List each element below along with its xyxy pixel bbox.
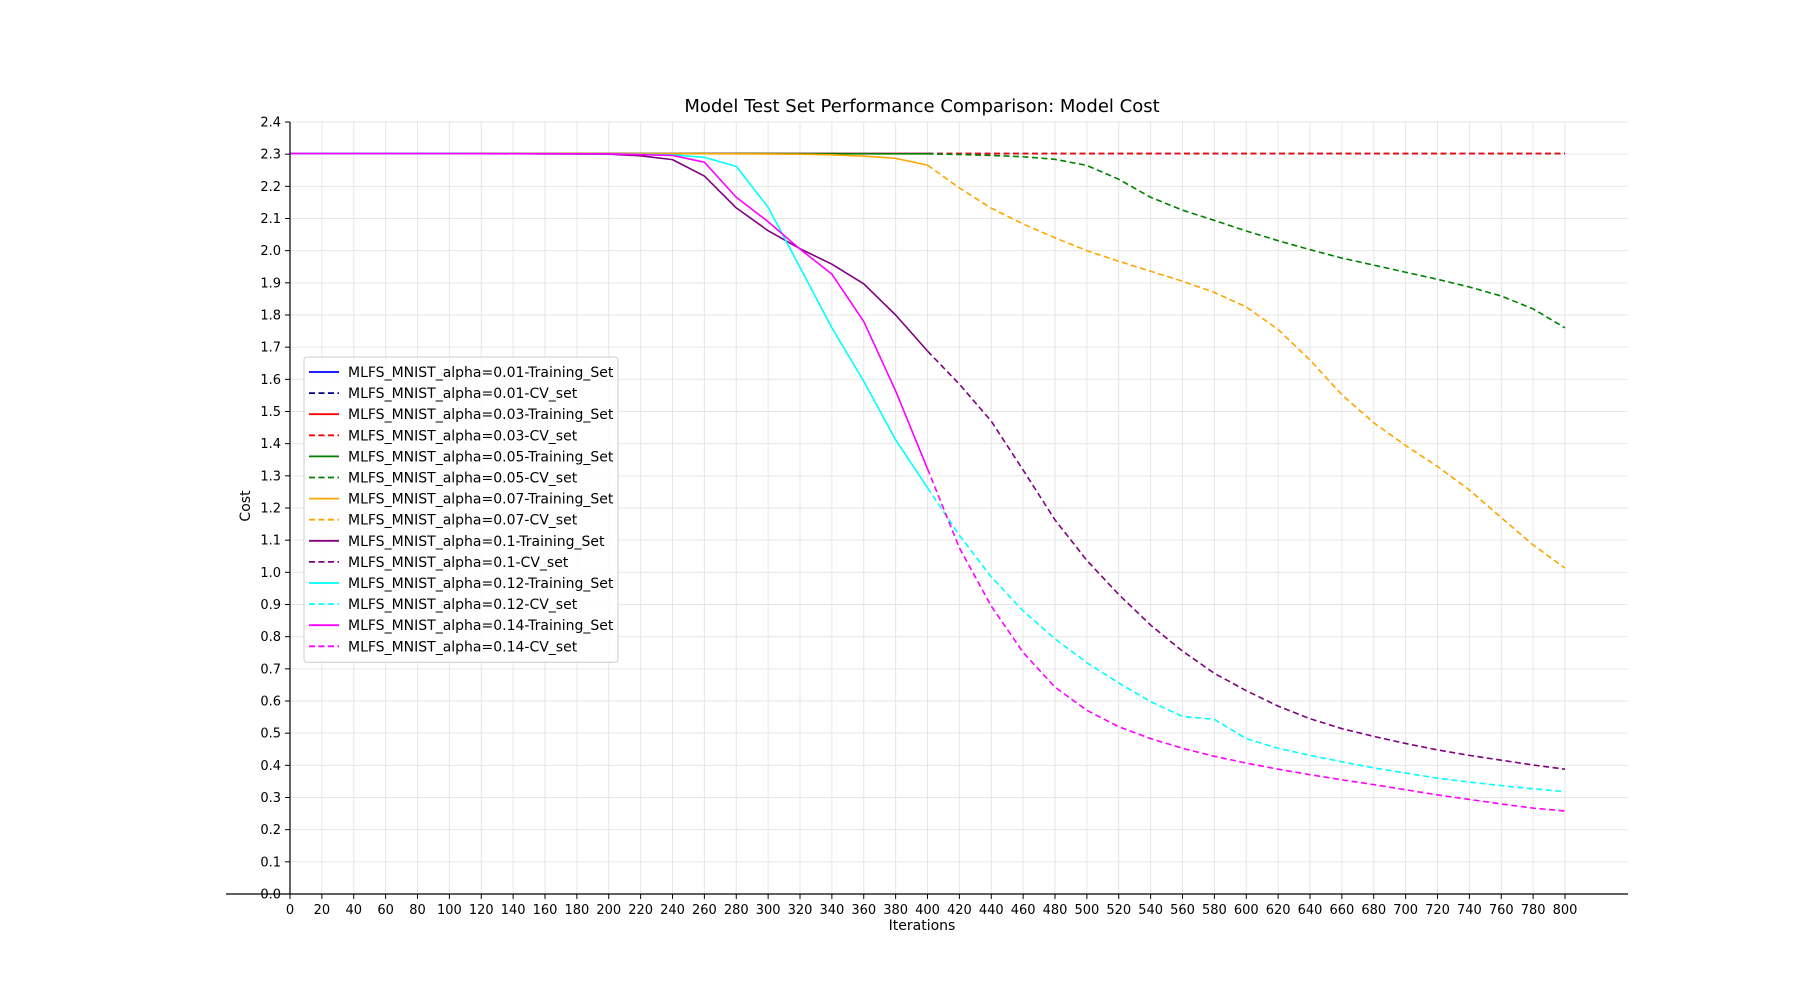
x-tick-label: 360 (851, 903, 876, 918)
x-tick-label: 680 (1361, 903, 1386, 918)
x-tick-label: 200 (596, 903, 621, 918)
x-tick-label: 380 (883, 903, 908, 918)
x-tick-label: 580 (1202, 903, 1227, 918)
x-tick-label: 120 (469, 903, 494, 918)
y-tick-label: 0.8 (260, 630, 281, 645)
y-tick-label: 1.4 (260, 437, 281, 452)
y-tick-label: 0.9 (260, 598, 281, 613)
x-tick-label: 80 (409, 903, 426, 918)
y-tick-label: 0.2 (260, 823, 281, 838)
y-tick-label: 2.2 (260, 180, 281, 195)
x-tick-label: 620 (1266, 903, 1291, 918)
y-tick-label: 1.1 (260, 534, 281, 549)
x-tick-label: 40 (345, 903, 362, 918)
y-tick-label: 1.3 (260, 469, 281, 484)
legend-label: MLFS_MNIST_alpha=0.12-Training_Set (348, 576, 614, 592)
x-tick-label: 800 (1553, 903, 1578, 918)
x-tick-label: 420 (947, 903, 972, 918)
y-tick-label: 2.1 (260, 212, 281, 227)
y-tick-label: 0.4 (260, 759, 281, 774)
x-tick-label: 320 (788, 903, 813, 918)
legend-label: MLFS_MNIST_alpha=0.03-Training_Set (348, 407, 614, 423)
y-tick-label: 0.3 (260, 791, 281, 806)
x-tick-label: 700 (1393, 903, 1418, 918)
legend-label: MLFS_MNIST_alpha=0.07-CV_set (348, 513, 578, 529)
x-tick-label: 780 (1521, 903, 1546, 918)
y-tick-label: 0.0 (260, 888, 281, 903)
legend-label: MLFS_MNIST_alpha=0.14-Training_Set (348, 618, 614, 634)
x-tick-label: 0 (286, 903, 294, 918)
y-tick-label: 0.6 (260, 695, 281, 710)
x-tick-label: 560 (1170, 903, 1195, 918)
legend-label: MLFS_MNIST_alpha=0.03-CV_set (348, 428, 578, 444)
x-tick-label: 400 (915, 903, 940, 918)
legend-label: MLFS_MNIST_alpha=0.12-CV_set (348, 597, 578, 613)
x-tick-label: 740 (1457, 903, 1482, 918)
x-tick-label: 600 (1234, 903, 1259, 918)
legend-label: MLFS_MNIST_alpha=0.05-Training_Set (348, 449, 614, 465)
legend-label: MLFS_MNIST_alpha=0.14-CV_set (348, 639, 578, 655)
x-tick-label: 720 (1425, 903, 1450, 918)
y-tick-label: 2.0 (260, 244, 281, 259)
y-tick-label: 1.7 (260, 341, 281, 356)
legend-label: MLFS_MNIST_alpha=0.07-Training_Set (348, 492, 614, 508)
x-tick-label: 660 (1329, 903, 1354, 918)
legend-label: MLFS_MNIST_alpha=0.01-CV_set (348, 386, 578, 402)
series-line-14 (926, 468, 1566, 812)
y-tick-label: 0.5 (260, 727, 281, 742)
legend-label: MLFS_MNIST_alpha=0.1-CV_set (348, 555, 569, 571)
x-tick-label: 760 (1489, 903, 1514, 918)
legend-label: MLFS_MNIST_alpha=0.05-CV_set (348, 471, 578, 487)
x-tick-label: 60 (377, 903, 394, 918)
y-tick-label: 1.2 (260, 502, 281, 517)
y-tick-label: 1.0 (260, 566, 281, 581)
x-tick-label: 260 (692, 903, 717, 918)
x-tick-label: 240 (660, 903, 685, 918)
y-tick-label: 1.8 (260, 309, 281, 324)
y-tick-label: 1.9 (260, 276, 281, 291)
x-tick-label: 480 (1043, 903, 1068, 918)
x-tick-label: 540 (1138, 903, 1163, 918)
x-tick-label: 640 (1298, 903, 1323, 918)
x-tick-label: 140 (501, 903, 526, 918)
y-tick-label: 0.1 (260, 855, 281, 870)
series-layer (290, 152, 1566, 812)
x-tick-label: 20 (314, 903, 331, 918)
x-axis-label: Iterations (889, 918, 956, 934)
ticks: 0 20 40 60 80 100 120 140 160 180 200 220 240 260 280 3… (260, 116, 1577, 919)
series-line-10 (926, 350, 1566, 770)
y-tick-label: 1.6 (260, 373, 281, 388)
y-axis-label: Cost (238, 490, 254, 522)
legend-box (303, 356, 619, 663)
y-tick-label: 0.7 (260, 662, 281, 677)
x-tick-label: 340 (819, 903, 844, 918)
x-tick-label: 300 (756, 903, 781, 918)
x-tick-label: 160 (533, 903, 558, 918)
y-tick-label: 2.4 (260, 116, 281, 131)
x-tick-label: 180 (564, 903, 589, 918)
x-tick-label: 280 (724, 903, 749, 918)
x-tick-label: 100 (437, 903, 462, 918)
series-line-8 (927, 164, 1566, 569)
x-tick-label: 520 (1106, 903, 1131, 918)
legend-label: MLFS_MNIST_alpha=0.01-Training_Set (348, 365, 614, 381)
x-tick-label: 440 (979, 903, 1004, 918)
x-tick-label: 460 (1011, 903, 1036, 918)
chart-title: Model Test Set Performance Comparison: M… (684, 96, 1159, 117)
legend-label: MLFS_MNIST_alpha=0.1-Training_Set (348, 534, 605, 550)
series-line-13 (290, 152, 929, 470)
y-tick-label: 2.3 (260, 148, 281, 163)
x-tick-label: 500 (1074, 903, 1099, 918)
x-tick-label: 220 (628, 903, 653, 918)
y-tick-label: 1.5 (260, 405, 281, 420)
legend: MLFS_MNIST_alpha=0.01-Training_Set MLFS_M… (303, 356, 619, 663)
series-line-6 (927, 153, 1566, 329)
